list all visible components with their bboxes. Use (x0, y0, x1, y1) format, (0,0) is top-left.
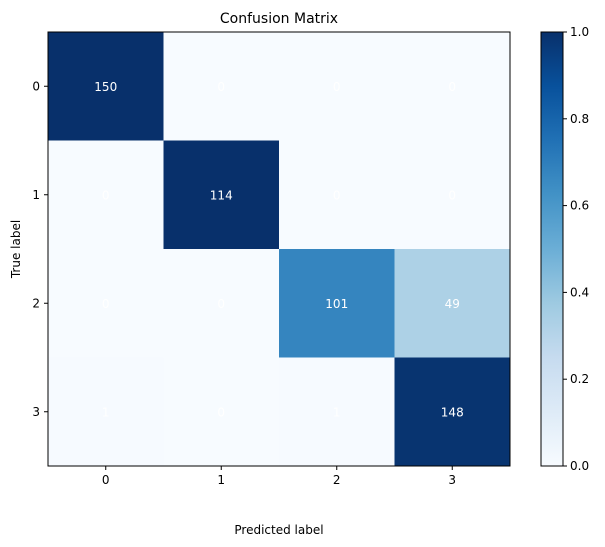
cell-value-label: 0 (448, 80, 456, 94)
x-tick-label: 0 (102, 473, 110, 487)
y-tick-label: 2 (32, 296, 40, 310)
cell-value-label: 148 (441, 405, 464, 419)
x-axis-ticks: 0 1 2 3 (102, 466, 456, 487)
cell-value-label: 0 (217, 297, 225, 311)
heatmap-cell (163, 32, 280, 141)
heatmap-cell (279, 32, 395, 141)
x-tick-label: 3 (448, 473, 456, 487)
cell-value-label: 114 (210, 188, 233, 202)
cell-value-label: 0 (217, 405, 225, 419)
heatmap-cells: 150 0 0 00 114 0 00 0 101 491 0 1 148 (48, 32, 511, 467)
colorbar-tick-label: 1.0 (570, 25, 589, 39)
cell-value-label: 49 (445, 297, 460, 311)
cell-value-label: 101 (325, 297, 348, 311)
heatmap-cell (48, 140, 164, 250)
y-tick-label: 3 (32, 405, 40, 419)
heatmap-cell (48, 357, 164, 467)
heatmap-cell (394, 32, 511, 141)
colorbar (540, 31, 564, 467)
heatmap-cell (279, 357, 395, 467)
heatmap-cell (394, 357, 511, 467)
y-tick-label: 0 (32, 79, 40, 93)
heatmap-cell (394, 140, 511, 250)
colorbar-tick-label: 0.2 (570, 372, 589, 386)
x-tick-label: 1 (217, 473, 225, 487)
colorbar-tick-label: 0.6 (570, 199, 589, 213)
y-axis-label: True label (9, 220, 23, 279)
x-axis-label: Predicted label (234, 523, 323, 537)
heatmap-cell (394, 249, 511, 358)
heatmap-cell (48, 32, 164, 141)
heatmap-cell (48, 249, 164, 358)
y-axis-ticks: 0 1 2 3 (32, 79, 48, 419)
heatmap-cell (279, 249, 395, 358)
cell-value-label: 0 (333, 188, 341, 202)
heatmap-cell (163, 249, 280, 358)
plot-frame (47, 31, 511, 467)
colorbar-tick-label: 0.8 (570, 112, 589, 126)
cell-value-label: 0 (333, 80, 341, 94)
x-tick-label: 2 (333, 473, 341, 487)
colorbar-tick-label: 0.0 (570, 459, 589, 473)
heatmap-cell (163, 357, 280, 467)
colorbar-ticks: 0.0 0.2 0.4 0.6 0.8 1.0 (563, 25, 589, 473)
cell-value-label: 0 (448, 188, 456, 202)
cell-value-label: 1 (102, 405, 110, 419)
cell-value-label: 150 (94, 80, 117, 94)
cell-value-label: 1 (333, 405, 341, 419)
heatmap-cell (279, 140, 395, 250)
heatmap-cell (163, 140, 280, 250)
y-tick-label: 1 (32, 188, 40, 202)
cell-value-label: 0 (102, 188, 110, 202)
colorbar-tick-label: 0.4 (570, 285, 589, 299)
cell-value-label: 0 (217, 80, 225, 94)
chart-title: Confusion Matrix (220, 11, 338, 27)
cell-value-label: 0 (102, 297, 110, 311)
